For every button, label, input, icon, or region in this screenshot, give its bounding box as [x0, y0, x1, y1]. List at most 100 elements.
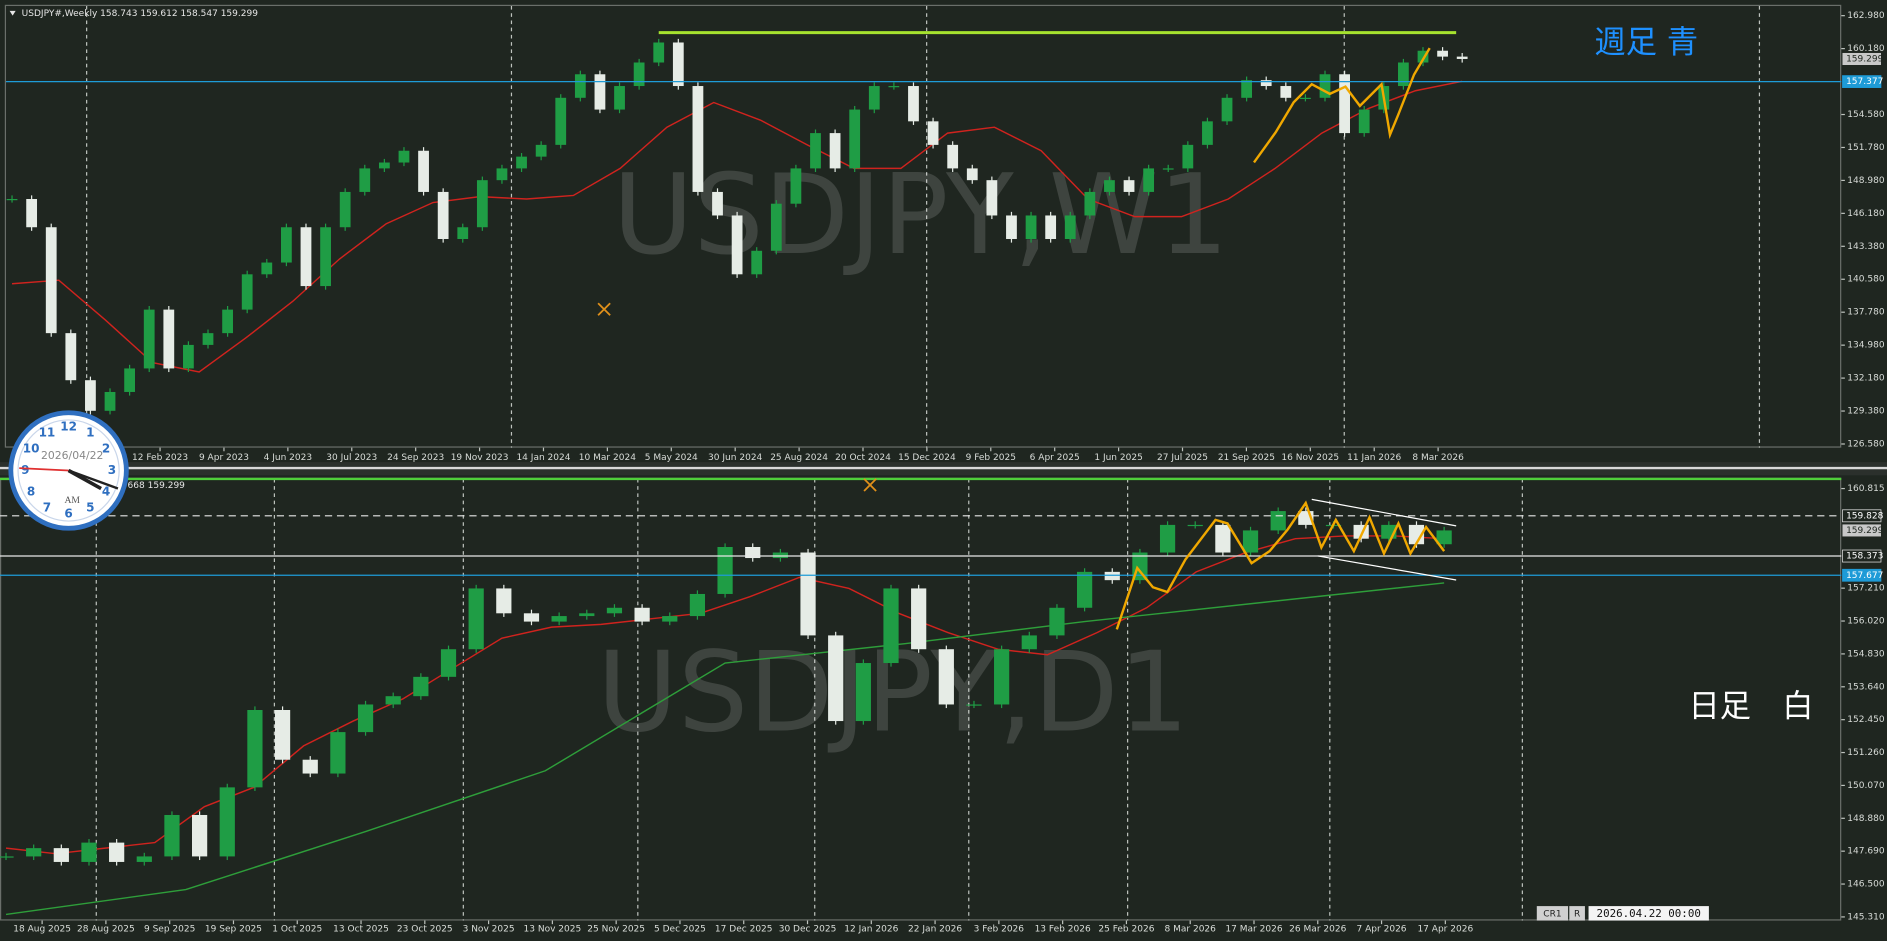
header-field: 159.299 — [221, 9, 259, 19]
zigzag — [1115, 500, 1446, 630]
candle — [45, 227, 57, 334]
candle — [6, 198, 18, 201]
status-box — [1588, 906, 1709, 921]
y-tick-label: 134.980 — [1847, 341, 1885, 351]
y-tick-label: 154.830 — [1847, 649, 1885, 659]
candle — [594, 74, 606, 110]
y-tick-label: 126.580 — [1847, 439, 1885, 449]
x-tick-label: 18 Aug 2025 — [13, 924, 71, 934]
candle — [908, 86, 919, 122]
candle — [398, 150, 410, 163]
current-price-label: 159.299 — [1846, 526, 1884, 536]
candle — [359, 168, 371, 192]
x-tick-label: 22 Jan 2026 — [908, 924, 962, 934]
x-tick-label: 3 Nov 2025 — [463, 924, 515, 934]
y-tick-label: 148.880 — [1847, 814, 1885, 824]
x-tick-label: 13 Oct 2025 — [333, 924, 389, 934]
x-tick-label: 10 Mar 2024 — [579, 453, 636, 463]
watermark: USDJPY,W1 — [613, 151, 1229, 280]
candle — [855, 663, 871, 722]
candle — [911, 588, 927, 650]
candle — [662, 616, 678, 622]
candle — [672, 42, 684, 87]
candle — [418, 150, 429, 192]
x-tick-label: 1 Jun 2025 — [1094, 453, 1143, 463]
clock-numeral: 9 — [21, 463, 29, 477]
x-tick-label: 27 Jul 2025 — [1157, 453, 1208, 463]
x-tick-label: 7 Apr 2026 — [1357, 924, 1407, 934]
candle — [136, 856, 152, 862]
y-tick-label: 151.260 — [1847, 748, 1885, 758]
candle — [1300, 97, 1311, 100]
clock-numeral: 8 — [27, 485, 35, 499]
candle — [65, 333, 77, 381]
x-tick-label: 13 Nov 2025 — [524, 924, 582, 934]
candle — [1241, 80, 1253, 98]
y-tick-label: 160.180 — [1847, 44, 1885, 54]
moving-average — [5, 535, 1445, 855]
plots: USDJPY,W1162.980160.180154.580151.780148… — [0, 9, 1885, 934]
candle — [1215, 524, 1231, 553]
candle — [104, 391, 116, 411]
candle — [947, 144, 959, 169]
x-tick-label: 28 Aug 2025 — [77, 924, 135, 934]
top-plot-frame — [4, 4, 1842, 448]
x-tick-label: 15 Dec 2024 — [898, 453, 956, 463]
candle — [810, 133, 821, 169]
candle — [772, 552, 788, 559]
y-tick-label: 146.180 — [1847, 209, 1885, 219]
y-tick-label: 160.815 — [1847, 484, 1884, 494]
candle — [378, 162, 390, 169]
clock-numeral: 4 — [102, 485, 110, 499]
x-tick-label: 17 Dec 2025 — [715, 924, 773, 934]
candle — [868, 86, 880, 110]
candle — [437, 191, 449, 240]
candle — [26, 198, 38, 228]
y-tick-label: 145.310 — [1847, 912, 1885, 922]
candle — [1437, 50, 1448, 57]
x-tick-label: 26 Mar 2026 — [1289, 924, 1346, 934]
x-tick-label: 9 Sep 2025 — [144, 924, 195, 934]
candle — [574, 74, 586, 98]
candle — [81, 842, 97, 862]
candle — [692, 86, 704, 192]
y-tick-label: 154.580 — [1847, 110, 1885, 120]
candle — [413, 676, 429, 697]
current-price-tag — [1842, 524, 1881, 537]
header-field: USDJPY#,Weekly — [22, 9, 98, 19]
candle — [633, 62, 645, 87]
candle — [745, 546, 761, 559]
candle — [689, 593, 706, 617]
period-separators — [86, 6, 1761, 921]
moving-average — [5, 582, 1445, 916]
price-tag-label: 157.677 — [1846, 571, 1883, 581]
candle — [1049, 607, 1065, 636]
price-tag — [1842, 75, 1882, 88]
y-tick-label: 153.640 — [1847, 682, 1885, 692]
x-tick-label: 1 Oct 2025 — [272, 924, 322, 934]
x-tick-label: 30 Jul 2023 — [326, 453, 377, 463]
candle — [1260, 80, 1272, 87]
candle — [1025, 215, 1037, 240]
x-tick-label: 13 Feb 2026 — [1035, 924, 1091, 934]
x-tick-label: 12 Feb 2023 — [132, 453, 188, 463]
x-tick-label: 19 Sep 2025 — [205, 924, 262, 934]
y-tick-label: 147.690 — [1847, 847, 1885, 857]
clock-numeral: 7 — [43, 501, 51, 515]
candle — [1358, 109, 1370, 134]
y-tick-label: 156.020 — [1847, 617, 1885, 627]
candle — [790, 168, 802, 204]
candle — [1084, 191, 1096, 216]
candle — [124, 368, 136, 392]
header-field: 668 159.299 — [128, 480, 186, 490]
clock-numeral: 5 — [86, 501, 94, 515]
candle — [1006, 215, 1017, 240]
candle — [1076, 571, 1093, 608]
x-tick-label: 5 May 2024 — [645, 453, 698, 463]
candle — [163, 309, 175, 369]
candle — [1021, 635, 1037, 650]
x-tick-label: 14 Jan 2024 — [516, 453, 570, 463]
x-tick-label: 25 Aug 2024 — [770, 453, 828, 463]
